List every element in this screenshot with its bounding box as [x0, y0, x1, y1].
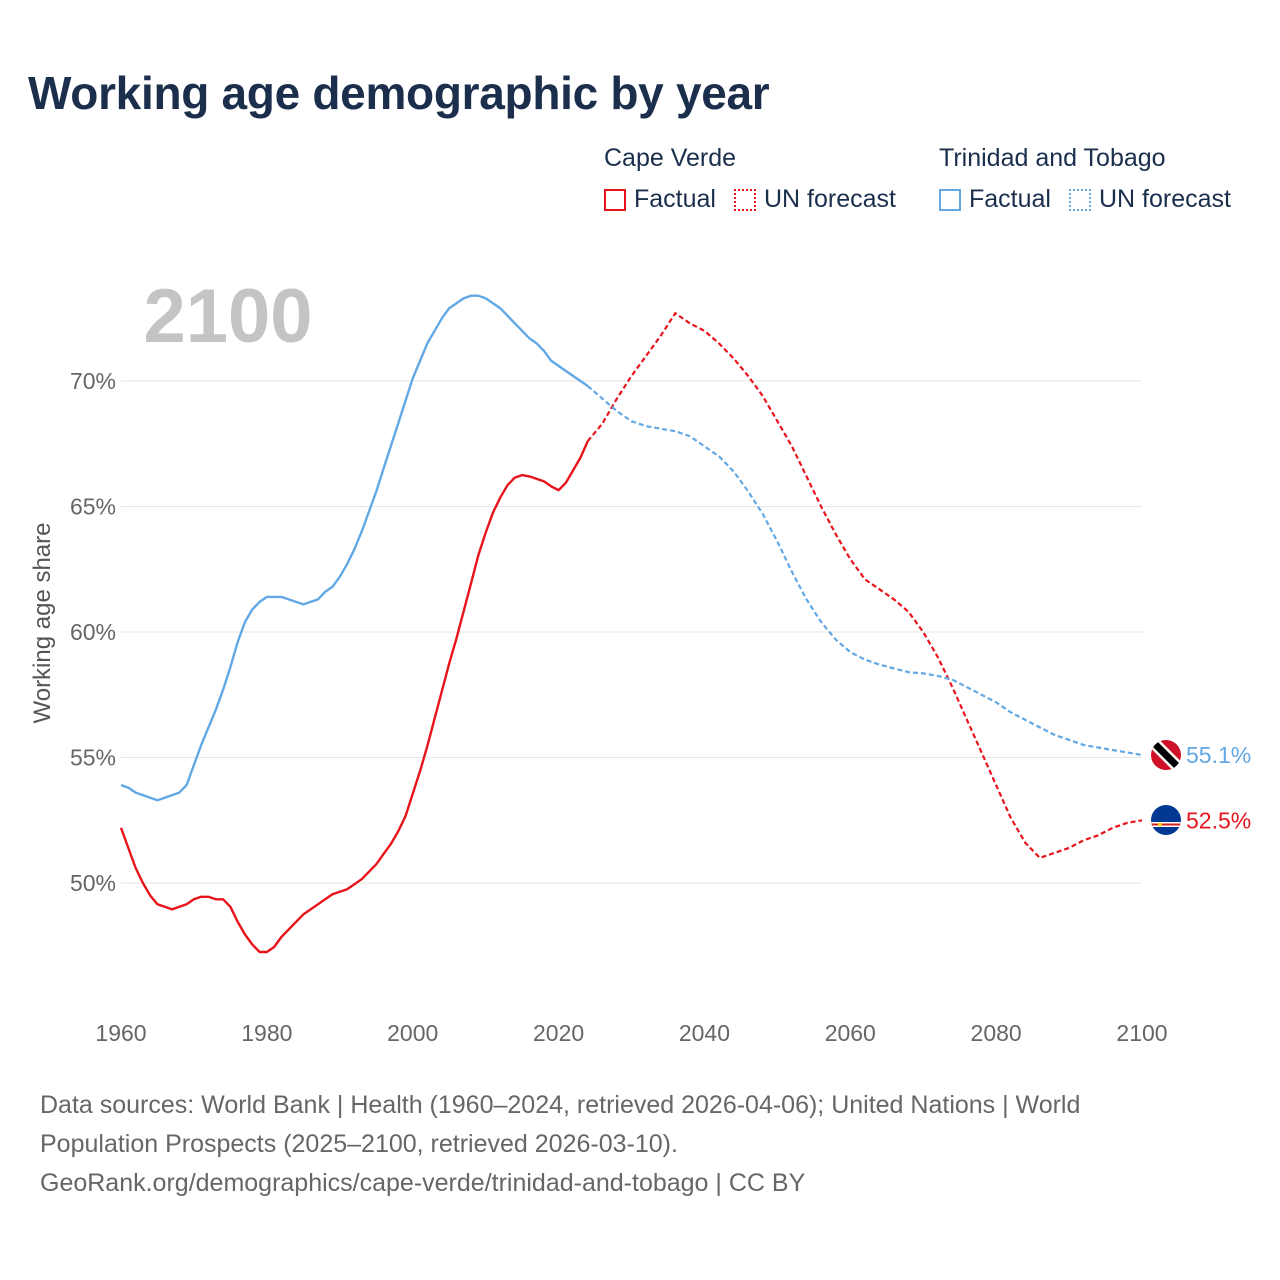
legend-swatch-solid [604, 188, 626, 211]
y-tick-label: 65% [70, 494, 116, 520]
series-line-trinidad-and-tobago-factual [120, 294, 589, 802]
series-line-trinidad-and-tobago-forecast [586, 385, 1143, 757]
chart-title: Working age demographic by year [28, 67, 770, 119]
x-tick-label: 2000 [387, 1020, 438, 1046]
legend-group-trinidad-and-tobago: Trinidad and Tobago Factual UN forecast [939, 144, 1231, 214]
footer-attribution[interactable]: GeoRank.org/demographics/cape-verde/trin… [40, 1169, 806, 1197]
y-tick-label: 70% [70, 368, 116, 394]
legend-swatch-dotted [733, 188, 756, 211]
footer-sources-line-2: Population Prospects (2025–2100, retriev… [40, 1130, 678, 1158]
gridlines [121, 380, 1142, 884]
series-line-cape-verde-forecast [586, 311, 1143, 860]
legend-item-trinidad-factual[interactable]: Factual [939, 185, 1051, 214]
legend-label: UN forecast [1098, 185, 1231, 213]
series-layer: 52.5% 55.1% [119, 294, 1251, 954]
x-tick-label: 2060 [825, 1020, 876, 1046]
legend-swatch-dotted [1068, 188, 1091, 211]
y-tick-label: 60% [70, 619, 116, 645]
end-label-cape-verde: 52.5% [1186, 807, 1251, 833]
series-line-cape-verde-factual [119, 440, 589, 954]
y-axis-ticks: 50% 55% 60% 65% 70% [70, 368, 116, 896]
x-tick-label: 1980 [241, 1020, 292, 1046]
y-tick-label: 50% [70, 870, 116, 896]
footer-sources-line-1: Data sources: World Bank | Health (1960–… [40, 1091, 1081, 1119]
end-label-trinidad-and-tobago: 55.1% [1186, 742, 1251, 768]
x-axis-ticks: 1960 1980 2000 2020 2040 2060 2080 2100 [95, 1020, 1167, 1046]
legend-item-cape-verde-factual[interactable]: Factual [604, 185, 716, 214]
x-tick-label: 2080 [971, 1020, 1022, 1046]
legend-swatch-solid [939, 188, 961, 211]
flag-trinidad-and-tobago-icon [1151, 740, 1181, 770]
legend-label: Factual [634, 185, 716, 213]
legend-label: UN forecast [763, 185, 896, 213]
footer: Data sources: World Bank | Health (1960–… [40, 1086, 1190, 1203]
legend-group-name: Trinidad and Tobago [939, 144, 1166, 172]
legend-item-trinidad-forecast[interactable]: UN forecast [1068, 185, 1231, 214]
year-watermark: 2100 [143, 274, 312, 359]
legend-label: Factual [969, 185, 1051, 213]
flag-cape-verde-icon [1151, 805, 1181, 835]
x-tick-label: 2020 [533, 1020, 584, 1046]
legend-group-cape-verde: Cape Verde Factual UN forecast [604, 144, 896, 214]
legend-item-cape-verde-forecast[interactable]: UN forecast [733, 185, 896, 214]
x-tick-label: 2040 [679, 1020, 730, 1046]
y-tick-label: 55% [70, 745, 116, 771]
x-tick-label: 2100 [1116, 1020, 1167, 1046]
legend-group-name: Cape Verde [604, 144, 737, 172]
line-chart: 50% 55% 60% 65% 70% 1960 1980 2000 2020 2040 2060… [29, 274, 1251, 1046]
y-axis-label: Working age share [29, 523, 56, 724]
x-tick-label: 1960 [95, 1020, 146, 1046]
